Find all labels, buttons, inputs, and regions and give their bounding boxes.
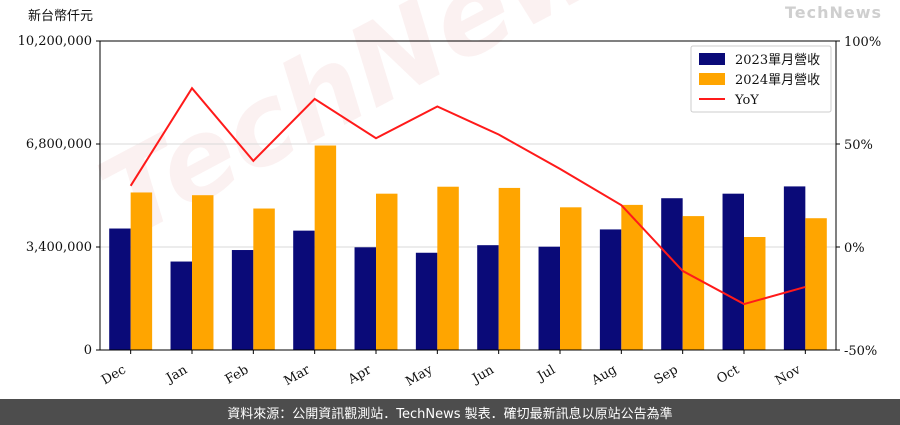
- bar-series2: [314, 145, 337, 350]
- bar-series1: [293, 230, 315, 350]
- x-tick-label: Oct: [714, 362, 742, 387]
- bar-series2: [253, 208, 275, 350]
- bar-series1: [783, 186, 806, 350]
- legend-label: YoY: [734, 93, 759, 108]
- yoy-line-layer: [129, 86, 806, 306]
- bar-series1: [231, 250, 254, 350]
- bar-series2: [130, 192, 153, 350]
- x-tick-label: Jan: [162, 362, 190, 387]
- bar-series1: [415, 252, 438, 350]
- bar-series2: [376, 193, 398, 350]
- plot-frame: [99, 40, 837, 351]
- x-tick-label: Sep: [652, 362, 681, 387]
- y-left-tick-label: 6,800,000: [26, 137, 92, 152]
- bar-series1: [354, 247, 376, 350]
- x-tick-label: Feb: [223, 362, 252, 387]
- y-right-tick-label: 0%: [844, 241, 865, 256]
- bar-series1: [722, 193, 744, 350]
- bar-series2: [560, 207, 582, 350]
- bar-series2: [498, 187, 521, 350]
- legend-label: 2024單月營收: [735, 73, 820, 88]
- y-left-tick-label: 3,400,000: [26, 240, 92, 255]
- bar-series2: [437, 186, 459, 350]
- bar-series2: [192, 195, 214, 350]
- bar-series2: [621, 204, 643, 350]
- bar-series1: [170, 261, 192, 350]
- x-tick-label: Mar: [282, 362, 314, 389]
- x-tick-label: Aug: [588, 362, 619, 389]
- legend: 2023單月營收 2024單月營收 YoY: [690, 45, 832, 113]
- x-tick-label: May: [403, 362, 436, 390]
- x-tick-label: Jun: [468, 362, 497, 387]
- bar-series2: [805, 218, 827, 350]
- bar-line-chart: 0 3,400,000 6,800,000 10,200,000 -50% 0% 50% 10…: [18, 8, 882, 390]
- y-right-tick-label: 50%: [844, 138, 873, 153]
- bar-series2: [682, 216, 705, 350]
- yoy-line: [129, 86, 806, 306]
- bar-series1: [599, 229, 622, 350]
- bar-series1: [661, 198, 683, 350]
- legend-box: [690, 45, 832, 113]
- bar-series2: [744, 237, 766, 350]
- bars: [109, 145, 827, 350]
- legend-swatch: [699, 73, 725, 85]
- y-left-tick-label: 0: [84, 343, 92, 358]
- x-tick-label: Dec: [99, 362, 129, 388]
- footer-logo: TechNews: [784, 3, 882, 22]
- legend-label: 2023單月營收: [735, 53, 820, 68]
- footer-source-text: 資料來源：公開資訊觀測站．TechNews 製表．確切最新訊息以原站公告為準: [227, 406, 673, 422]
- x-tick-label: Jul: [533, 362, 558, 385]
- bar-series1: [477, 245, 499, 350]
- x-tick-label: Nov: [773, 362, 804, 389]
- bar-series1: [538, 246, 560, 350]
- legend-swatch: [699, 53, 725, 65]
- x-tick-label: Apr: [345, 362, 375, 388]
- footer-source-bar: 資料來源：公開資訊觀測站．TechNews 製表．確切最新訊息以原站公告為準: [0, 399, 900, 425]
- y-right-tick-label: -50%: [844, 344, 877, 359]
- y-left-axis-label: 新台幣仟元: [28, 8, 93, 24]
- y-left-tick-label: 10,200,000: [18, 34, 92, 49]
- grid-lines: [100, 143, 836, 248]
- y-right-tick-label: 100%: [844, 35, 881, 50]
- bar-series1: [109, 228, 131, 350]
